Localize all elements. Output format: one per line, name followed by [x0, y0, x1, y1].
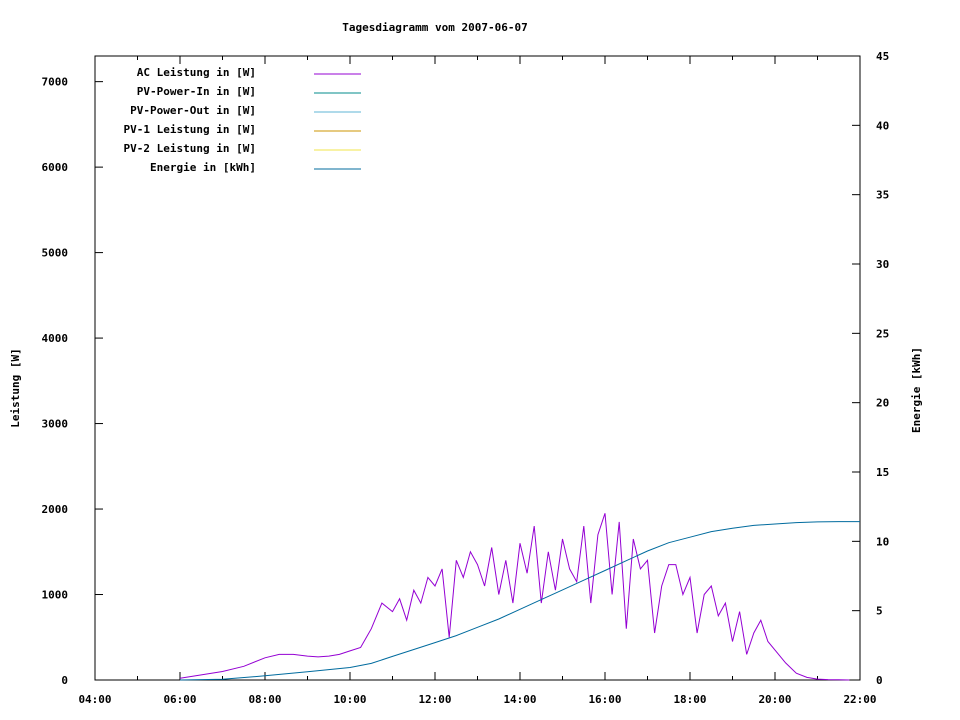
y2-tick-label: 20: [876, 397, 889, 410]
y2-tick-label: 15: [876, 466, 889, 479]
x-tick-label: 20:00: [758, 693, 791, 706]
legend-label: PV-2 Leistung in [W]: [124, 142, 256, 155]
legend-label: PV-Power-Out in [W]: [130, 104, 256, 117]
y-axis-left: 0 1000 2000 3000 4000 5000 6000 7000: [42, 76, 103, 687]
y-axis-right: 0 5 10 15 20 25 30 35 40 45: [852, 50, 889, 687]
y2-tick-label: 35: [876, 189, 889, 202]
legend-label: Energie in [kWh]: [150, 161, 256, 174]
y-tick-label: 3000: [42, 418, 69, 431]
y-tick-label: 4000: [42, 332, 69, 345]
y-tick-label: 7000: [42, 76, 69, 89]
x-tick-label: 22:00: [843, 693, 876, 706]
x-tick-label: 18:00: [673, 693, 706, 706]
y-axis-left-label: Leistung [W]: [9, 348, 22, 427]
x-tick-label: 06:00: [163, 693, 196, 706]
y-tick-label: 1000: [42, 589, 69, 602]
x-axis: 04:00 06:00 08:00 10:00 12:00 14:00 16:00 18:00…: [78, 56, 877, 706]
x-tick-label: 12:00: [418, 693, 451, 706]
legend-label: AC Leistung in [W]: [137, 66, 256, 79]
y2-tick-label: 40: [876, 119, 889, 132]
y2-tick-label: 45: [876, 50, 889, 63]
x-tick-label: 04:00: [78, 693, 111, 706]
x-tick-label: 14:00: [503, 693, 536, 706]
series-line-ac: [179, 513, 850, 681]
y-tick-label: 6000: [42, 161, 69, 174]
series-layer: [179, 513, 860, 681]
y2-tick-label: 10: [876, 535, 889, 548]
chart-title: Tagesdiagramm vom 2007-06-07: [342, 21, 527, 34]
y-tick-label: 0: [61, 674, 68, 687]
y2-tick-label: 0: [876, 674, 883, 687]
x-tick-label: 08:00: [248, 693, 281, 706]
y2-tick-label: 30: [876, 258, 889, 271]
legend-label: PV-1 Leistung in [W]: [124, 123, 256, 136]
y-tick-label: 2000: [42, 503, 69, 516]
y2-tick-label: 25: [876, 327, 889, 340]
x-tick-label: 10:00: [333, 693, 366, 706]
legend: AC Leistung in [W] PV-Power-In in [W] PV-P…: [124, 66, 361, 174]
legend-label: PV-Power-In in [W]: [137, 85, 256, 98]
series-line-energie: [179, 521, 860, 681]
y-tick-label: 5000: [42, 247, 69, 260]
x-tick-label: 16:00: [588, 693, 621, 706]
y2-tick-label: 5: [876, 605, 883, 618]
y-axis-right-label: Energie [kWh]: [910, 347, 923, 433]
